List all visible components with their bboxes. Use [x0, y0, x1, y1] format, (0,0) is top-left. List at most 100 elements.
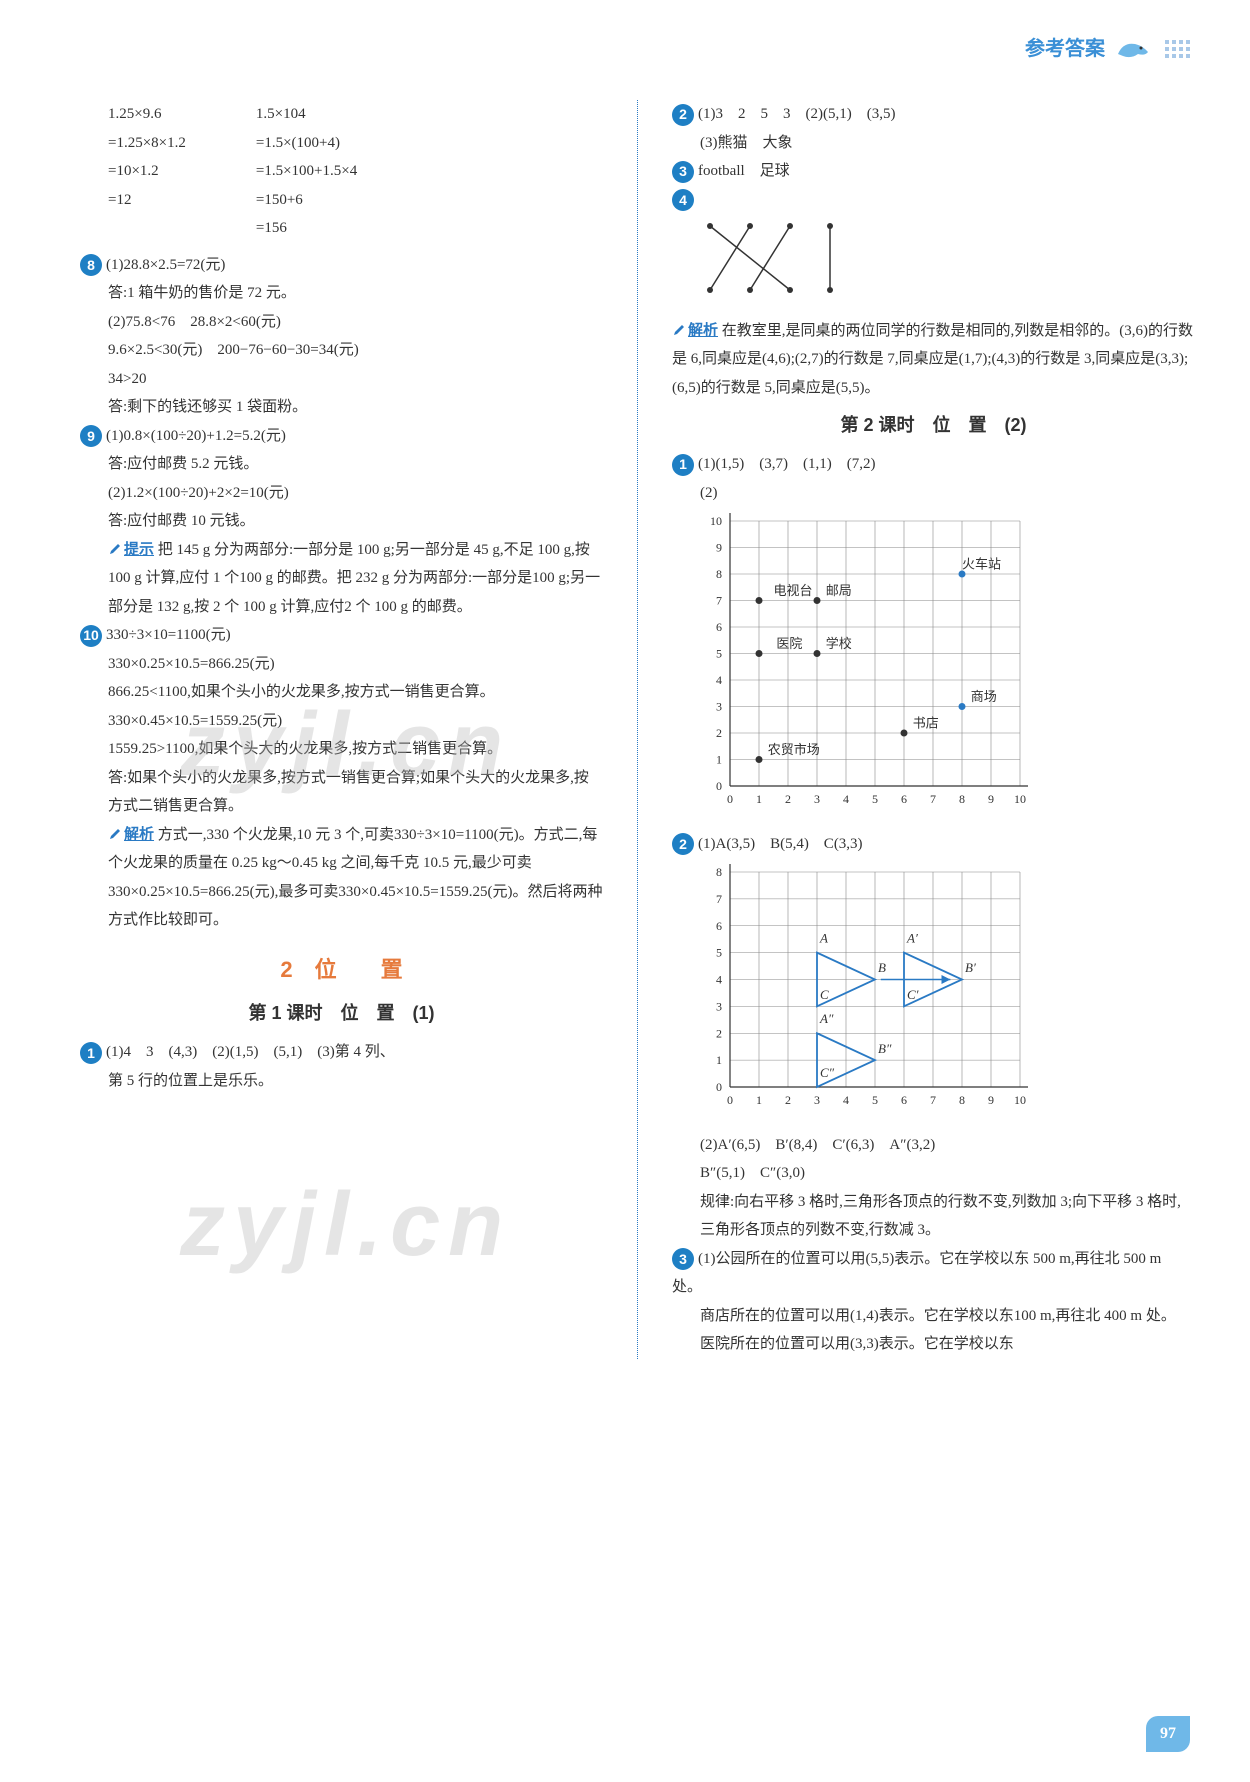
q8-l6: 答:剩下的钱还够买 1 袋面粉。	[80, 393, 603, 422]
svg-text:2: 2	[716, 726, 722, 740]
triangle-grid-chart: 012345678910012345678ABCA′B′C′A″B″C″	[700, 862, 1030, 1112]
q9-l2: 答:应付邮费 5.2 元钱。	[80, 450, 603, 479]
left-column: 1.25×9.6 =1.25×8×1.2 =10×1.2 =12 1.5×104…	[80, 100, 611, 1359]
svg-text:5: 5	[872, 1093, 878, 1107]
svg-text:A′: A′	[906, 931, 918, 946]
svg-text:B: B	[878, 960, 886, 975]
svg-text:10: 10	[1014, 1093, 1026, 1107]
svg-text:9: 9	[988, 792, 994, 806]
calc-line: =150+6	[256, 186, 357, 215]
section-title: 2 位 置	[80, 949, 603, 991]
q1-l2: 第 5 行的位置上是乐乐。	[80, 1067, 603, 1096]
rq3-bullet: 3	[672, 161, 694, 183]
q10-ana: 方式一,330 个火龙果,10 元 3 个,可卖330÷3×10=1100(元)…	[108, 827, 603, 929]
header-title: 参考答案	[1025, 30, 1105, 68]
lesson-2-title: 第 2 课时 位 置 (2)	[672, 408, 1195, 442]
calc-line: =156	[256, 214, 357, 243]
q9-bullet: 9	[80, 425, 102, 447]
svg-text:4: 4	[716, 673, 722, 687]
svg-text:0: 0	[716, 1080, 722, 1094]
r2q1-sub: (2)	[672, 479, 1195, 508]
q10-l6: 答:如果个头小的火龙果多,按方式一销售更合算;如果个头大的火龙果多,按方式二销售…	[80, 764, 603, 821]
pencil-icon	[672, 323, 686, 337]
calc-line: =1.25×8×1.2	[108, 129, 186, 158]
calc-line: 1.25×9.6	[108, 100, 186, 129]
svg-text:7: 7	[716, 892, 722, 906]
svg-text:书店: 书店	[913, 716, 939, 731]
q9-l3: (2)1.2×(100÷20)+2×2=10(元)	[80, 479, 603, 508]
rq2-l2: (3)熊猫 大象	[672, 129, 1195, 158]
column-divider	[637, 100, 638, 1359]
svg-text:1: 1	[756, 792, 762, 806]
r2q1-bullet: 1	[672, 454, 694, 476]
svg-text:7: 7	[930, 1093, 936, 1107]
q9-tip: 把 145 g 分为两部分:一部分是 100 g;另一部分是 45 g,不足 1…	[108, 542, 600, 615]
svg-text:2: 2	[785, 792, 791, 806]
r2q2-b: (2)A′(6,5) B′(8,4) C′(6,3) A″(3,2)	[672, 1131, 1195, 1160]
q10-l1: 330÷3×10=1100(元)	[106, 627, 231, 643]
cross-matching-diagram	[700, 218, 850, 298]
calc-line: =12	[108, 186, 186, 215]
calc-line: 1.5×104	[256, 100, 357, 129]
svg-text:2: 2	[785, 1093, 791, 1107]
svg-text:0: 0	[716, 779, 722, 793]
q10-bullet: 10	[80, 625, 102, 647]
svg-text:3: 3	[716, 700, 722, 714]
calc-block: 1.25×9.6 =1.25×8×1.2 =10×1.2 =12 1.5×104…	[80, 100, 603, 243]
q10-l2: 330×0.25×10.5=866.25(元)	[80, 650, 603, 679]
svg-text:7: 7	[930, 792, 936, 806]
r2q2-rule: 规律:向右平移 3 格时,三角形各顶点的行数不变,列数加 3;向下平移 3 格时…	[672, 1188, 1195, 1245]
svg-text:A″: A″	[819, 1011, 834, 1026]
pencil-icon	[108, 542, 122, 556]
svg-text:学校: 学校	[826, 636, 852, 651]
q8-l5: 34>20	[80, 365, 603, 394]
svg-text:B′: B′	[965, 960, 976, 975]
svg-text:火车站: 火车站	[962, 557, 1001, 572]
svg-text:8: 8	[716, 865, 722, 879]
svg-text:商场: 商场	[971, 689, 997, 704]
dolphin-icon	[1113, 34, 1153, 64]
svg-text:6: 6	[901, 792, 907, 806]
calc-line: =10×1.2	[108, 157, 186, 186]
q10-l4: 330×0.45×10.5=1559.25(元)	[80, 707, 603, 736]
svg-text:5: 5	[716, 946, 722, 960]
q8-l1: (1)28.8×2.5=72(元)	[106, 257, 225, 273]
q8-l2: 答:1 箱牛奶的售价是 72 元。	[80, 279, 603, 308]
rq2-bullet: 2	[672, 104, 694, 126]
svg-text:1: 1	[716, 1053, 722, 1067]
calc-line: =1.5×(100+4)	[256, 129, 357, 158]
q8-bullet: 8	[80, 254, 102, 276]
lesson-1-title: 第 1 课时 位 置 (1)	[80, 996, 603, 1030]
watermark: zyjl.cn	[180, 1140, 511, 1311]
svg-text:农贸市场: 农贸市场	[768, 742, 820, 757]
svg-text:4: 4	[843, 1093, 849, 1107]
svg-text:4: 4	[843, 792, 849, 806]
q8-l3: (2)75.8<76 28.8×2<60(元)	[80, 308, 603, 337]
svg-text:B″: B″	[878, 1041, 892, 1056]
header-dots-icon	[1165, 40, 1190, 58]
svg-text:2: 2	[716, 1026, 722, 1040]
r2q1-text: (1)(1,5) (3,7) (1,1) (7,2)	[698, 456, 875, 472]
svg-text:5: 5	[716, 647, 722, 661]
svg-text:1: 1	[716, 753, 722, 767]
svg-text:8: 8	[716, 567, 722, 581]
svg-text:3: 3	[716, 1000, 722, 1014]
q1-l1: (1)4 3 (4,3) (2)(1,5) (5,1) (3)第 4 列、	[106, 1044, 395, 1060]
svg-text:C: C	[820, 987, 829, 1002]
calc-line: =1.5×100+1.5×4	[256, 157, 357, 186]
r2q3-bullet: 3	[672, 1248, 694, 1270]
rq4-ana: 在教室里,是同桌的两位同学的行数是相同的,列数是相邻的。(3,6)的行数是 6,…	[672, 323, 1193, 396]
q1-bullet: 1	[80, 1042, 102, 1064]
q9-l1: (1)0.8×(100÷20)+1.2=5.2(元)	[106, 428, 286, 444]
svg-text:3: 3	[814, 792, 820, 806]
svg-text:0: 0	[727, 792, 733, 806]
location-grid-chart: 012345678910012345678910火车站电视台邮局医院学校商场书店…	[700, 511, 1030, 811]
svg-text:3: 3	[814, 1093, 820, 1107]
rq3-text: football 足球	[698, 163, 790, 179]
svg-text:10: 10	[710, 514, 722, 528]
svg-text:10: 10	[1014, 792, 1026, 806]
svg-text:电视台: 电视台	[774, 583, 813, 598]
q10-l3: 866.25<1100,如果个头小的火龙果多,按方式一销售更合算。	[80, 678, 603, 707]
r2q3-l3: 医院所在的位置可以用(3,3)表示。它在学校以东	[672, 1330, 1195, 1359]
q8-l4: 9.6×2.5<30(元) 200−76−60−30=34(元)	[80, 336, 603, 365]
